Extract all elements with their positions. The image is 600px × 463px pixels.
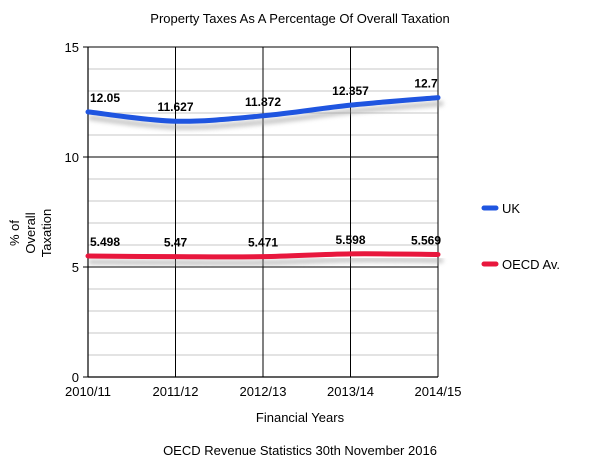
series-shadow-oecd-av bbox=[88, 257, 444, 266]
y-tick-label: 5 bbox=[72, 260, 79, 275]
x-axis-label: Financial Years bbox=[256, 410, 345, 425]
legend-label-oecd-av: OECD Av. bbox=[502, 257, 560, 272]
legend: UK OECD Av. bbox=[481, 201, 560, 272]
series-shadow-uk bbox=[88, 101, 444, 130]
x-tick-label: 2014/15 bbox=[415, 384, 462, 399]
x-tick-label: 2010/11 bbox=[65, 384, 111, 399]
y-tick-label: 10 bbox=[65, 150, 79, 165]
data-label-oecd-av: 5.498 bbox=[90, 235, 120, 249]
x-tick-label: 2011/12 bbox=[152, 384, 198, 399]
legend-label-uk: UK bbox=[502, 201, 520, 216]
data-label-oecd-av: 5.47 bbox=[164, 236, 188, 250]
data-label-oecd-av: 5.569 bbox=[411, 233, 441, 247]
series-layer bbox=[85, 95, 444, 266]
data-labels: 12.05 11.627 11.872 12.357 12.7 5.498 5.47 5.47… bbox=[90, 77, 441, 250]
x-tick-label: 2012/13 bbox=[240, 384, 287, 399]
y-tick-label: 15 bbox=[65, 40, 79, 55]
chart-source-note: OECD Revenue Statistics 30th November 20… bbox=[163, 443, 437, 458]
y-axis-label-line-3: Taxation bbox=[39, 209, 54, 257]
tick-labels: 0 5 10 15 2010/11 2011/12 2012/13 2013/14 2014/1… bbox=[65, 40, 462, 399]
series-line-oecd-av bbox=[85, 251, 441, 260]
y-axis-label: % of Overall Taxation bbox=[7, 209, 54, 257]
x-tick-label: 2013/14 bbox=[327, 384, 374, 399]
data-label-uk: 12.05 bbox=[90, 91, 120, 105]
data-label-oecd-av: 5.471 bbox=[248, 236, 278, 250]
data-label-uk: 11.627 bbox=[157, 100, 193, 114]
data-label-uk: 12.7 bbox=[414, 77, 438, 91]
y-tick-label: 0 bbox=[72, 370, 79, 385]
plot-axes bbox=[83, 46, 438, 378]
y-axis-label-line-2: Overall bbox=[23, 212, 38, 253]
y-axis-label-line-1: % of bbox=[7, 220, 22, 246]
data-label-uk: 12.357 bbox=[332, 84, 369, 98]
data-label-oecd-av: 5.598 bbox=[335, 233, 365, 247]
data-label-uk: 11.872 bbox=[245, 95, 281, 109]
chart-title: Property Taxes As A Percentage Of Overal… bbox=[150, 11, 449, 26]
